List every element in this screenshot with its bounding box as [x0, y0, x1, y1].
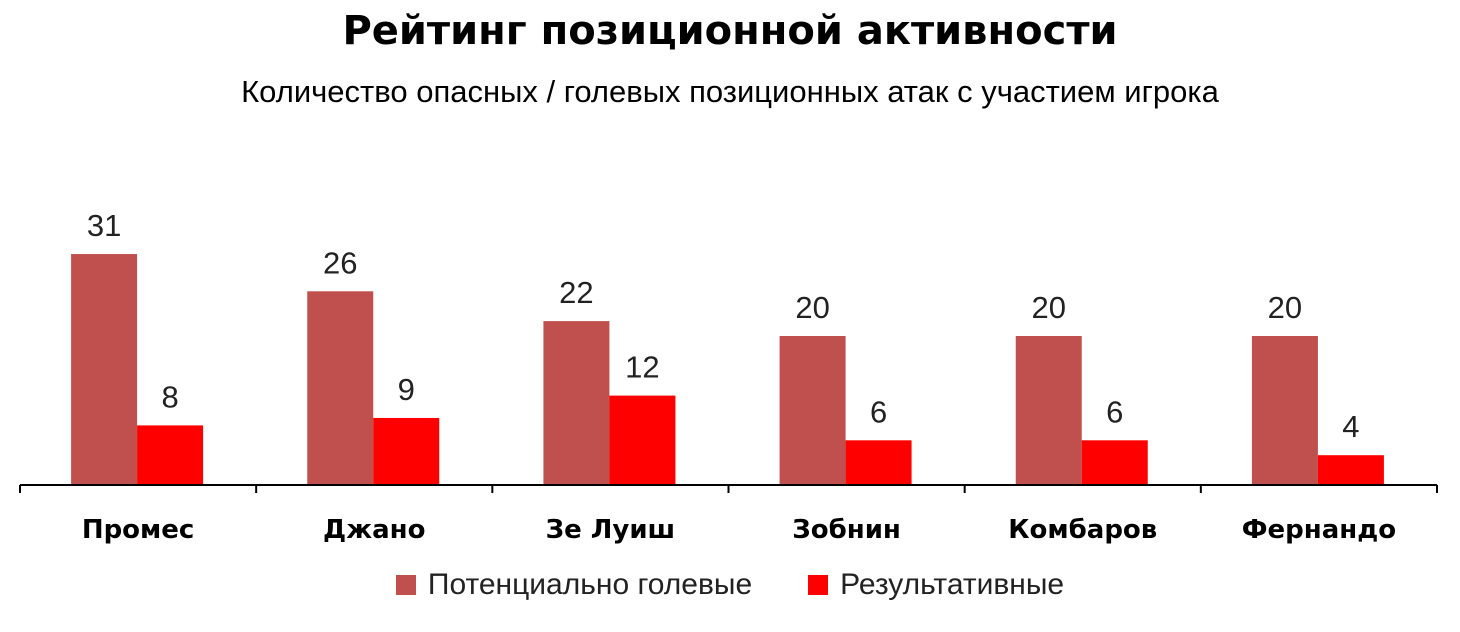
data-label-result: 12	[625, 350, 659, 385]
data-label-result: 9	[398, 372, 415, 407]
legend-swatch-potential	[395, 575, 416, 595]
bar-result	[1317, 455, 1384, 485]
bar-potential	[71, 254, 138, 485]
bar-result	[373, 417, 440, 485]
category-label: Промес	[82, 515, 195, 545]
data-label-result: 6	[870, 394, 887, 429]
legend: Потенциально голевые Результативные	[0, 568, 1460, 602]
data-label-result: 4	[1342, 409, 1359, 444]
bar-result	[845, 440, 912, 485]
legend-item-potential: Потенциально голевые	[395, 568, 753, 602]
chart-subtitle: Количество опасных / голевых позиционных…	[241, 74, 1219, 109]
data-label-result: 8	[161, 379, 178, 414]
category-label: Комбаров	[1008, 515, 1157, 545]
bar-potential	[1015, 336, 1082, 485]
data-label-potential: 20	[1032, 290, 1066, 325]
bar-result	[1081, 440, 1148, 485]
data-label-result: 6	[1106, 394, 1123, 429]
category-label: Зобнин	[792, 515, 901, 545]
legend-item-result: Результативные	[808, 568, 1064, 602]
legend-label-potential: Потенциально голевые	[427, 568, 753, 601]
category-label: Зе Луиш	[546, 515, 676, 545]
data-label-potential: 22	[559, 275, 593, 310]
category-label: Фернандо	[1242, 515, 1396, 545]
data-label-potential: 20	[1268, 290, 1302, 325]
category-label: Джано	[323, 515, 425, 545]
bar-potential	[307, 291, 374, 485]
bar-result	[137, 425, 204, 485]
data-label-potential: 20	[795, 290, 829, 325]
legend-label-result: Результативные	[840, 568, 1065, 601]
bar-potential	[543, 321, 610, 485]
bar-chart: 31 8 Промес 26 9 Джано 22 12 Зе Луиш 20 6 Зобнин 20 6…	[19, 208, 1438, 545]
chart-title: Рейтинг позиционной активности	[342, 8, 1118, 54]
data-label-potential: 26	[323, 245, 357, 280]
bar-result	[609, 395, 676, 485]
legend-swatch-result	[808, 575, 829, 595]
bar-potential	[1251, 336, 1318, 485]
bar-potential	[779, 336, 846, 485]
data-label-potential: 31	[87, 208, 121, 243]
